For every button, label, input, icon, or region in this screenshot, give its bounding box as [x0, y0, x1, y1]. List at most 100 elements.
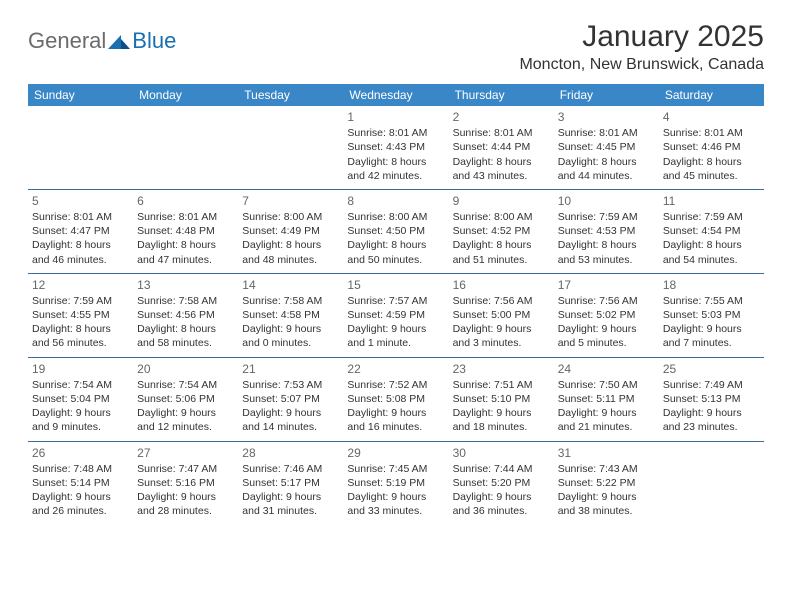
- day-info-line: Sunrise: 7:58 AM: [242, 294, 339, 308]
- calendar-day-cell: [133, 106, 238, 189]
- day-info-line: and 53 minutes.: [558, 253, 655, 267]
- day-number: 16: [453, 277, 550, 293]
- calendar-body: 1Sunrise: 8:01 AMSunset: 4:43 PMDaylight…: [28, 106, 764, 524]
- day-info-line: and 23 minutes.: [663, 420, 760, 434]
- day-info-line: Sunrise: 7:54 AM: [137, 378, 234, 392]
- calendar-day-cell: 4Sunrise: 8:01 AMSunset: 4:46 PMDaylight…: [659, 106, 764, 189]
- day-info-line: Sunrise: 8:01 AM: [558, 126, 655, 140]
- day-info-line: Daylight: 9 hours: [347, 490, 444, 504]
- day-info-line: Daylight: 8 hours: [453, 238, 550, 252]
- day-info-line: and 16 minutes.: [347, 420, 444, 434]
- day-info-line: and 38 minutes.: [558, 504, 655, 518]
- day-info-line: Daylight: 8 hours: [32, 238, 129, 252]
- day-info-line: Sunset: 4:49 PM: [242, 224, 339, 238]
- calendar-day-cell: 26Sunrise: 7:48 AMSunset: 5:14 PMDayligh…: [28, 441, 133, 524]
- day-info-line: Sunrise: 7:56 AM: [558, 294, 655, 308]
- calendar-day-cell: 16Sunrise: 7:56 AMSunset: 5:00 PMDayligh…: [449, 273, 554, 357]
- calendar-day-cell: 9Sunrise: 8:00 AMSunset: 4:52 PMDaylight…: [449, 189, 554, 273]
- calendar-day-cell: 30Sunrise: 7:44 AMSunset: 5:20 PMDayligh…: [449, 441, 554, 524]
- day-number: 31: [558, 445, 655, 461]
- calendar-day-cell: 2Sunrise: 8:01 AMSunset: 4:44 PMDaylight…: [449, 106, 554, 189]
- day-number: 6: [137, 193, 234, 209]
- day-info-line: Sunrise: 7:54 AM: [32, 378, 129, 392]
- calendar-day-cell: 15Sunrise: 7:57 AMSunset: 4:59 PMDayligh…: [343, 273, 448, 357]
- day-info-line: Sunset: 4:43 PM: [347, 140, 444, 154]
- day-number: 12: [32, 277, 129, 293]
- calendar-day-cell: 18Sunrise: 7:55 AMSunset: 5:03 PMDayligh…: [659, 273, 764, 357]
- day-info-line: Sunset: 5:06 PM: [137, 392, 234, 406]
- calendar-day-cell: 17Sunrise: 7:56 AMSunset: 5:02 PMDayligh…: [554, 273, 659, 357]
- calendar-day-cell: 19Sunrise: 7:54 AMSunset: 5:04 PMDayligh…: [28, 357, 133, 441]
- day-info-line: Sunset: 5:02 PM: [558, 308, 655, 322]
- day-number: 25: [663, 361, 760, 377]
- brand-blue: Blue: [132, 28, 176, 54]
- calendar-day-cell: 5Sunrise: 8:01 AMSunset: 4:47 PMDaylight…: [28, 189, 133, 273]
- calendar-day-cell: 31Sunrise: 7:43 AMSunset: 5:22 PMDayligh…: [554, 441, 659, 524]
- day-info-line: Daylight: 8 hours: [453, 155, 550, 169]
- day-info-line: and 50 minutes.: [347, 253, 444, 267]
- calendar-day-cell: 7Sunrise: 8:00 AMSunset: 4:49 PMDaylight…: [238, 189, 343, 273]
- day-info-line: and 43 minutes.: [453, 169, 550, 183]
- calendar-day-cell: [28, 106, 133, 189]
- day-info-line: Sunrise: 7:44 AM: [453, 462, 550, 476]
- day-info-line: Sunrise: 7:55 AM: [663, 294, 760, 308]
- calendar-day-cell: 25Sunrise: 7:49 AMSunset: 5:13 PMDayligh…: [659, 357, 764, 441]
- day-info-line: and 14 minutes.: [242, 420, 339, 434]
- day-number: 28: [242, 445, 339, 461]
- page-subtitle: Moncton, New Brunswick, Canada: [28, 56, 764, 74]
- day-info-line: Daylight: 9 hours: [242, 406, 339, 420]
- day-info-line: Daylight: 8 hours: [558, 155, 655, 169]
- day-info-line: and 12 minutes.: [137, 420, 234, 434]
- calendar-day-cell: 1Sunrise: 8:01 AMSunset: 4:43 PMDaylight…: [343, 106, 448, 189]
- day-info-line: and 51 minutes.: [453, 253, 550, 267]
- day-info-line: and 58 minutes.: [137, 336, 234, 350]
- day-number: 14: [242, 277, 339, 293]
- day-info-line: and 1 minute.: [347, 336, 444, 350]
- day-info-line: Sunset: 4:56 PM: [137, 308, 234, 322]
- day-info-line: Sunrise: 8:00 AM: [347, 210, 444, 224]
- weekday-header: Sunday: [28, 84, 133, 106]
- day-info-line: Sunset: 4:50 PM: [347, 224, 444, 238]
- day-info-line: Sunrise: 7:46 AM: [242, 462, 339, 476]
- calendar-week-row: 26Sunrise: 7:48 AMSunset: 5:14 PMDayligh…: [28, 441, 764, 524]
- day-info-line: and 18 minutes.: [453, 420, 550, 434]
- day-info-line: Daylight: 9 hours: [242, 322, 339, 336]
- calendar-day-cell: 23Sunrise: 7:51 AMSunset: 5:10 PMDayligh…: [449, 357, 554, 441]
- day-info-line: Sunset: 4:52 PM: [453, 224, 550, 238]
- day-info-line: and 54 minutes.: [663, 253, 760, 267]
- day-info-line: Sunset: 4:45 PM: [558, 140, 655, 154]
- day-info-line: and 0 minutes.: [242, 336, 339, 350]
- day-info-line: Sunset: 5:22 PM: [558, 476, 655, 490]
- calendar-page: General Blue January 2025 Moncton, New B…: [0, 0, 792, 544]
- day-info-line: and 7 minutes.: [663, 336, 760, 350]
- day-info-line: and 48 minutes.: [242, 253, 339, 267]
- calendar-day-cell: 28Sunrise: 7:46 AMSunset: 5:17 PMDayligh…: [238, 441, 343, 524]
- day-info-line: and 21 minutes.: [558, 420, 655, 434]
- day-number: 23: [453, 361, 550, 377]
- day-info-line: Daylight: 8 hours: [347, 238, 444, 252]
- weekday-header: Monday: [133, 84, 238, 106]
- day-info-line: Daylight: 9 hours: [453, 406, 550, 420]
- day-info-line: Sunset: 5:10 PM: [453, 392, 550, 406]
- day-info-line: Sunrise: 7:59 AM: [663, 210, 760, 224]
- day-info-line: Sunrise: 8:01 AM: [137, 210, 234, 224]
- day-info-line: Sunset: 4:55 PM: [32, 308, 129, 322]
- day-info-line: Daylight: 9 hours: [32, 490, 129, 504]
- day-info-line: and 46 minutes.: [32, 253, 129, 267]
- day-info-line: Sunrise: 7:53 AM: [242, 378, 339, 392]
- day-info-line: and 45 minutes.: [663, 169, 760, 183]
- day-info-line: Daylight: 8 hours: [347, 155, 444, 169]
- day-info-line: Sunset: 5:17 PM: [242, 476, 339, 490]
- calendar-day-cell: 14Sunrise: 7:58 AMSunset: 4:58 PMDayligh…: [238, 273, 343, 357]
- calendar-day-cell: 22Sunrise: 7:52 AMSunset: 5:08 PMDayligh…: [343, 357, 448, 441]
- day-info-line: Sunrise: 7:57 AM: [347, 294, 444, 308]
- brand-logo: General Blue: [28, 20, 176, 54]
- day-info-line: Sunset: 5:00 PM: [453, 308, 550, 322]
- day-info-line: Sunrise: 7:51 AM: [453, 378, 550, 392]
- calendar-day-cell: 29Sunrise: 7:45 AMSunset: 5:19 PMDayligh…: [343, 441, 448, 524]
- day-number: 3: [558, 109, 655, 125]
- day-info-line: Sunrise: 8:01 AM: [32, 210, 129, 224]
- calendar-day-cell: 13Sunrise: 7:58 AMSunset: 4:56 PMDayligh…: [133, 273, 238, 357]
- day-number: 18: [663, 277, 760, 293]
- day-info-line: Sunrise: 8:01 AM: [347, 126, 444, 140]
